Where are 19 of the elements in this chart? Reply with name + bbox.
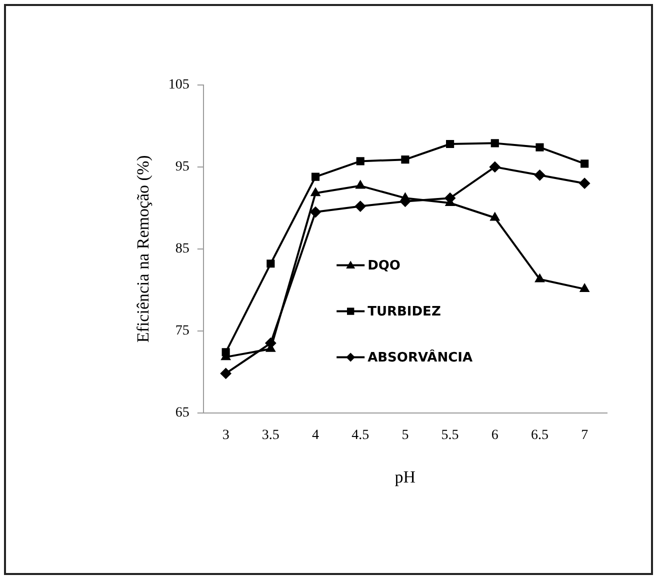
legend-label: TURBIDEZ	[368, 304, 441, 320]
y-tick-label: 95	[175, 160, 190, 175]
x-tick-label: 6.5	[530, 428, 548, 443]
y-tick-label: 105	[168, 78, 190, 93]
x-tick-label: 3	[222, 428, 230, 443]
x-tick-label: 5.5	[441, 428, 459, 443]
x-tick-label: 3.5	[262, 428, 280, 443]
y-tick-label: 85	[175, 242, 190, 257]
x-tick-label: 4	[312, 428, 320, 443]
y-axis-title: Eficiência na Remoção (%)	[134, 155, 153, 343]
legend-label: ABSORVÂNCIA	[368, 348, 473, 366]
x-tick-label: 4.5	[352, 428, 370, 443]
y-tick-label: 75	[175, 324, 190, 339]
y-tick-label: 65	[175, 405, 190, 420]
x-tick-label: 7	[581, 428, 588, 443]
legend-label: DQO	[368, 258, 400, 274]
x-tick-label: 5	[402, 428, 409, 443]
x-tick-label: 6	[491, 428, 498, 443]
x-axis-title: pH	[394, 467, 416, 486]
